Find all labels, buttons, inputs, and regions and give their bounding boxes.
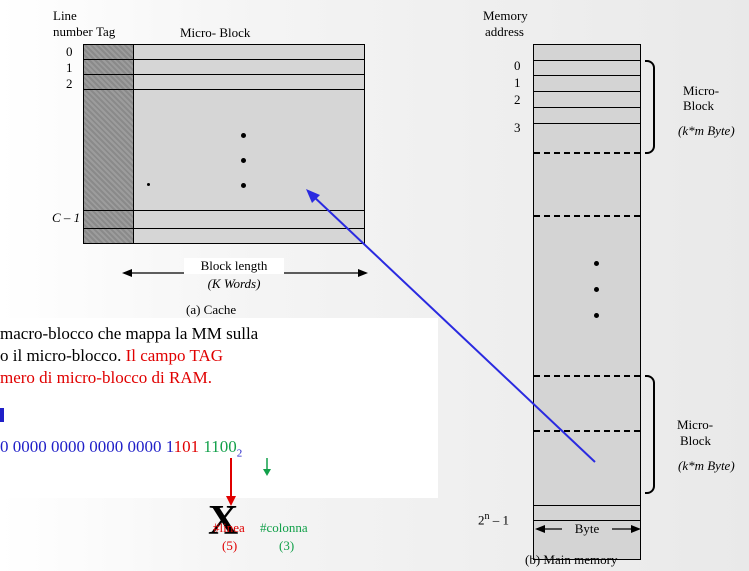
cache-header-tag: Tag bbox=[96, 24, 116, 39]
micro-block-label: Block bbox=[680, 433, 712, 448]
micro-block-size: (k*m Byte) bbox=[678, 458, 735, 473]
annotation-line-1: macro-blocco che mappa la MM sulla bbox=[0, 324, 259, 343]
cache-row-divider bbox=[84, 74, 364, 75]
cache-header-block: Micro- Block bbox=[180, 25, 251, 40]
cache-line-0: 0 bbox=[66, 44, 73, 59]
dashed-divider bbox=[534, 375, 640, 377]
ellipsis-dot bbox=[147, 183, 150, 186]
ellipsis-dot bbox=[594, 287, 599, 292]
cache-caption: (a) Cache bbox=[186, 302, 237, 317]
ellipsis-dot bbox=[241, 158, 246, 163]
colonna-label: #colonna bbox=[260, 520, 308, 535]
micro-block-label: Micro- bbox=[683, 83, 720, 98]
memory-header-address: address bbox=[485, 24, 524, 39]
linea-num: (5) bbox=[222, 538, 238, 553]
micro-block-label: Block bbox=[683, 98, 715, 113]
cache-line-2: 2 bbox=[66, 76, 73, 91]
block-length-unit: (K Words) bbox=[207, 276, 261, 291]
cache-header-line: Line bbox=[53, 8, 77, 23]
mapping-arrow bbox=[306, 189, 596, 463]
micro-block-brace bbox=[645, 375, 655, 494]
cache-row-divider bbox=[84, 89, 364, 90]
byte-label: Byte bbox=[562, 521, 612, 537]
dashed-divider bbox=[534, 152, 640, 154]
cache-row-divider bbox=[84, 228, 364, 229]
ellipsis-dot bbox=[594, 313, 599, 318]
main-memory-table bbox=[533, 44, 641, 560]
bit-marker bbox=[0, 408, 4, 422]
annotation-panel bbox=[0, 318, 438, 498]
micro-block-label: Micro- bbox=[677, 417, 714, 432]
ellipsis-dot bbox=[594, 261, 599, 266]
field-arrows bbox=[226, 458, 271, 506]
cache-header-number: number bbox=[53, 24, 93, 39]
cache-table bbox=[83, 44, 365, 244]
ellipsis-dot bbox=[241, 133, 246, 138]
ellipsis-dot bbox=[241, 183, 246, 188]
dashed-divider bbox=[534, 430, 640, 432]
annotation-line-2: o il micro-blocco. Il campo TAG bbox=[0, 346, 224, 365]
address-bits: 0 0000 0000 0000 0000 1101 11002 bbox=[0, 437, 243, 460]
memory-address-1: 1 bbox=[514, 75, 521, 90]
linea-label: #linea bbox=[213, 520, 245, 535]
annotation-line-3: mero di micro-blocco di RAM. bbox=[0, 368, 212, 387]
memory-address-3: 3 bbox=[514, 120, 521, 135]
cache-row-divider bbox=[84, 59, 364, 60]
memory-header-memory: Memory bbox=[483, 8, 528, 23]
block-length-label: Block length bbox=[184, 258, 284, 274]
dashed-divider bbox=[534, 215, 640, 217]
memory-address-2: 2 bbox=[514, 92, 521, 107]
memory-caption: (b) Main memory bbox=[525, 552, 618, 567]
cache-row-divider bbox=[84, 210, 364, 211]
micro-block-size: (k*m Byte) bbox=[678, 123, 735, 138]
memory-address-0: 0 bbox=[514, 58, 521, 73]
cache-line-last: C – 1 bbox=[52, 210, 81, 225]
micro-block-brace bbox=[645, 60, 655, 154]
memory-last-address: 2n – 1 bbox=[478, 511, 509, 528]
colonna-num: (3) bbox=[279, 538, 295, 553]
cache-line-1: 1 bbox=[66, 60, 73, 75]
x-mark: X bbox=[208, 498, 239, 544]
